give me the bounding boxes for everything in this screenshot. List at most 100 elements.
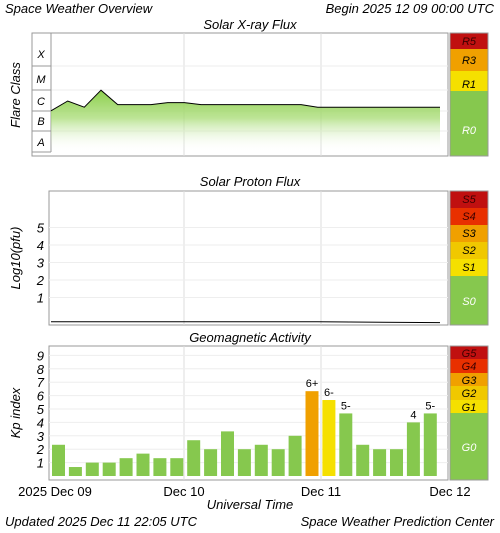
kp-bar	[153, 458, 167, 476]
proton-frame	[48, 190, 449, 326]
kp-bar	[85, 462, 99, 476]
kp-ytick-label: 8	[37, 362, 45, 377]
kp-bar-label: 5-	[425, 400, 435, 412]
kp-bar	[221, 431, 234, 476]
proton-flux-trace	[51, 321, 441, 324]
kp-bar-label: 5-	[341, 400, 351, 412]
xray-class-a: A	[36, 137, 44, 149]
kp-ytick-label: 4	[37, 415, 44, 430]
kp-bar	[254, 444, 268, 476]
kp-bar	[423, 413, 437, 476]
g2-label: G2	[462, 388, 477, 400]
proton-panel: 1 2 3 4 5 Log10(pfu) S5 S4 S3 S2 S1 S0	[8, 190, 489, 326]
xray-class-c: C	[37, 96, 45, 108]
scale-s2	[450, 242, 488, 259]
scale-s5	[450, 191, 488, 208]
kp-bar-label: 6+	[306, 378, 319, 390]
kp-bar	[204, 449, 218, 476]
xray-class-b: B	[37, 116, 44, 128]
xray-panel: X M C B A Flare Class R5 R3 R1 R0	[8, 32, 489, 157]
s5-label: S5	[462, 194, 476, 206]
g1-label: G1	[462, 402, 477, 414]
kp-xtick-label: Dec 10	[163, 484, 204, 499]
g3-label: G3	[462, 375, 478, 387]
scale-g2	[450, 386, 488, 400]
x-axis-label: Universal Time	[206, 497, 294, 512]
g0-label: G0	[462, 442, 478, 454]
proton-panel-title: Solar Proton Flux	[199, 174, 301, 189]
proton-flux-line	[51, 321, 441, 324]
kp-bar	[322, 400, 336, 476]
kp-xtick-label: Dec 11	[301, 484, 341, 499]
kp-bar	[102, 462, 116, 476]
kp-y-label: Kp index	[8, 387, 23, 438]
xray-y-label: Flare Class	[8, 62, 23, 128]
kp-bar	[170, 458, 184, 476]
s1-label: S1	[462, 262, 475, 274]
kp-bar	[271, 449, 285, 476]
kp-bar	[136, 453, 150, 476]
begin-time: Begin 2025 12 09 00:00 UTC	[325, 1, 494, 16]
kp-bar	[390, 449, 403, 476]
r1-label: R1	[462, 79, 476, 91]
kp-bar	[406, 422, 420, 476]
kp-bar	[68, 467, 82, 476]
proton-ytick-label: 3	[37, 256, 45, 271]
updated-time: Updated 2025 Dec 11 22:05 UTC	[5, 514, 197, 529]
kp-bar	[373, 449, 387, 476]
xray-class-m: M	[36, 74, 46, 86]
xray-flux-line	[50, 89, 440, 112]
proton-ytick-label: 1	[37, 291, 44, 306]
xray-class-x: X	[36, 49, 45, 61]
kp-bar	[52, 444, 65, 476]
kp-ytick-label: 2	[36, 442, 45, 457]
scale-s3	[450, 225, 488, 242]
kp-ytick-label: 3	[37, 429, 45, 444]
kp-bar	[356, 444, 370, 476]
scale-r0	[450, 91, 488, 156]
kp-bar	[187, 440, 201, 476]
page-title: Space Weather Overview	[5, 1, 153, 16]
kp-xtick-label: 2025 Dec 09	[18, 484, 92, 499]
proton-y-label: Log10(pfu)	[8, 227, 23, 290]
kp-ytick-label: 6	[37, 389, 45, 404]
xray-flux-area	[51, 90, 440, 152]
scale-g5	[450, 346, 488, 359]
scale-s4	[450, 208, 488, 225]
s3-label: S3	[462, 228, 476, 240]
g4-label: G4	[462, 361, 477, 373]
r3-label: R3	[462, 55, 477, 67]
scale-r5	[450, 33, 488, 49]
s2-label: S2	[462, 245, 475, 257]
kp-bar	[237, 449, 251, 476]
kp-ytick-label: 9	[37, 348, 44, 363]
scale-g3	[450, 373, 488, 386]
swpc-credit: Space Weather Prediction Center	[300, 514, 494, 529]
scale-s0	[450, 276, 488, 325]
r5-label: R5	[462, 36, 477, 48]
kp-xtick-label: Dec 12	[429, 484, 470, 499]
kp-bar-label: 4	[410, 409, 416, 421]
kp-bar	[305, 391, 319, 476]
xray-panel-title: Solar X-ray Flux	[203, 17, 297, 32]
kp-bar	[288, 435, 302, 476]
kp-bar-label: 6-	[324, 387, 334, 399]
kp-bar	[339, 413, 353, 476]
scale-s1	[450, 259, 488, 276]
scale-r1	[450, 77, 488, 91]
proton-ytick-label: 4	[37, 238, 44, 253]
kp-ytick-label: 5	[37, 402, 45, 417]
kp-ytick-label: 1	[37, 456, 44, 471]
kp-ytick-label: 7	[37, 375, 45, 390]
s0-label: S0	[462, 296, 476, 308]
kp-bar	[119, 458, 133, 476]
s4-label: S4	[462, 211, 475, 223]
geomag-panel-title: Geomagnetic Activity	[189, 330, 311, 345]
scale-g1	[450, 400, 488, 413]
scale-r3	[450, 49, 488, 71]
xray-flux-trace	[50, 89, 440, 152]
proton-ytick-label: 2	[36, 273, 45, 288]
proton-ytick-label: 5	[37, 221, 45, 236]
